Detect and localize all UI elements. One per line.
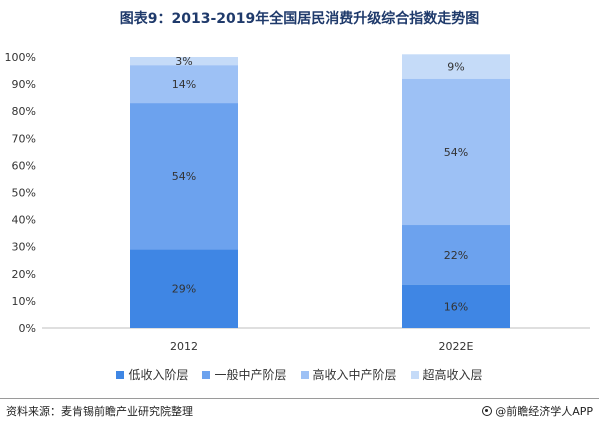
x-tick-label: 2022E bbox=[439, 340, 474, 353]
legend-label: 一般中产阶层 bbox=[214, 368, 287, 382]
y-tick-label: 40% bbox=[12, 214, 36, 227]
data-label: 54% bbox=[444, 146, 468, 159]
legend-item: 一般中产阶层 bbox=[202, 366, 287, 383]
y-tick-label: 70% bbox=[12, 132, 36, 145]
bar-segment bbox=[130, 57, 238, 66]
bar-segment bbox=[130, 103, 238, 250]
brand-text: @前瞻经济学人APP bbox=[495, 405, 593, 418]
x-tick-label: 2012 bbox=[170, 340, 198, 353]
y-tick-label: 80% bbox=[12, 105, 36, 118]
data-label: 54% bbox=[172, 170, 196, 183]
legend-swatch bbox=[202, 370, 211, 379]
y-axis: 0% 10% 20% 30% 40% 50% 60% 70% 80% 90% 100% bbox=[5, 51, 36, 335]
legend-label: 高收入中产阶层 bbox=[312, 368, 397, 382]
legend-swatch bbox=[410, 370, 419, 379]
data-label: 14% bbox=[172, 78, 196, 91]
legend-label: 超高收入层 bbox=[422, 368, 483, 382]
bar-segment bbox=[402, 54, 510, 79]
legend-label: 低收入阶层 bbox=[128, 368, 189, 382]
y-tick-label: 60% bbox=[12, 159, 36, 172]
x-axis: 2012 2022E bbox=[42, 327, 590, 353]
y-tick-label: 50% bbox=[12, 187, 36, 200]
bar-segment bbox=[130, 249, 238, 328]
legend-item: 超高收入层 bbox=[410, 366, 483, 383]
legend-swatch bbox=[116, 370, 125, 379]
bar-segment bbox=[130, 65, 238, 104]
bars bbox=[130, 54, 510, 328]
brand-credit: @前瞻经济学人APP bbox=[482, 403, 593, 419]
legend-item: 高收入中产阶层 bbox=[300, 366, 397, 383]
data-label: 16% bbox=[444, 300, 468, 313]
legend-swatch bbox=[300, 370, 309, 379]
y-tick-label: 20% bbox=[12, 268, 36, 281]
bar-segment bbox=[402, 225, 510, 285]
y-tick-label: 10% bbox=[12, 295, 36, 308]
source-note: 资料来源：麦肯锡前瞻产业研究院整理 bbox=[6, 405, 193, 418]
data-label: 22% bbox=[444, 249, 468, 262]
data-label: 3% bbox=[175, 55, 192, 68]
footer-divider bbox=[0, 398, 599, 399]
y-tick-label: 100% bbox=[5, 51, 36, 64]
legend: 低收入阶层 一般中产阶层 高收入中产阶层 超高收入层 bbox=[0, 366, 599, 383]
brand-logo-icon bbox=[482, 406, 493, 416]
y-tick-label: 0% bbox=[19, 322, 36, 335]
y-tick-label: 30% bbox=[12, 241, 36, 254]
y-tick-label: 90% bbox=[12, 78, 36, 91]
bar-segment bbox=[402, 78, 510, 226]
data-labels: 29% 54% 14% 3% 16% 22% 54% 9% bbox=[172, 55, 468, 313]
data-label: 9% bbox=[447, 60, 464, 73]
chart-title: 图表9：2013-2019年全国居民消费升级综合指数走势图 bbox=[119, 11, 480, 27]
bar-segment bbox=[402, 284, 510, 328]
legend-item: 低收入阶层 bbox=[116, 366, 188, 383]
data-label: 29% bbox=[172, 283, 196, 296]
